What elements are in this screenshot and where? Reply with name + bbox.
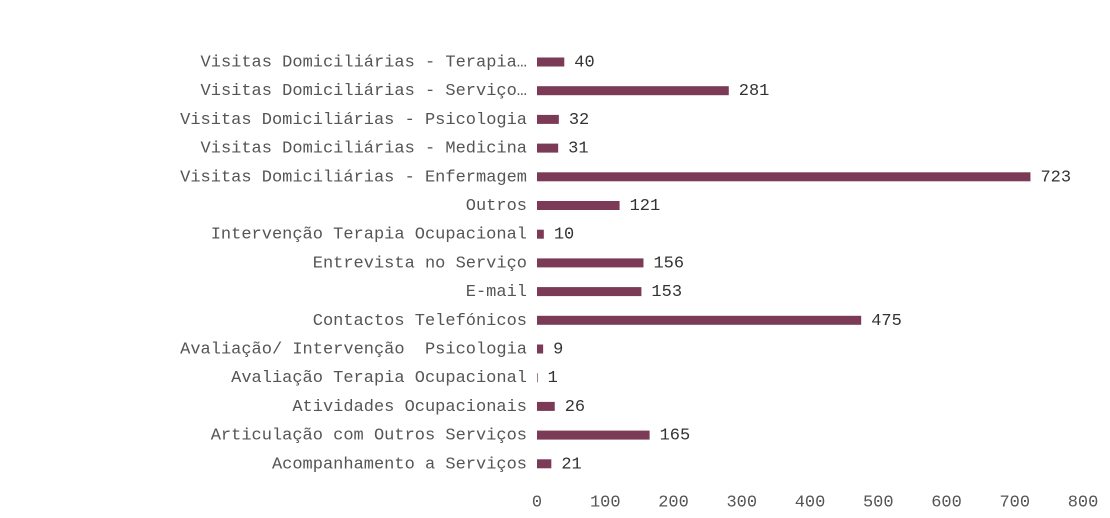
value-label: 475: [871, 312, 902, 331]
bar: [537, 57, 565, 67]
value-label: 723: [1040, 168, 1071, 187]
y-tick-label: Visitas Domiciliárias - Psicologia: [180, 111, 527, 130]
value-label: 9: [553, 340, 563, 359]
x-tick-label: 400: [795, 493, 826, 512]
bar: [537, 258, 644, 268]
value-label: 40: [574, 53, 594, 72]
value-label: 21: [561, 455, 581, 474]
y-tick-label: Articulação com Outros Serviços: [211, 427, 527, 446]
y-tick-label: Visitas Domiciliárias - Terapia…: [201, 53, 527, 72]
value-label: 156: [653, 254, 684, 273]
bar: [537, 459, 552, 469]
y-tick-label: E-mail: [466, 283, 527, 302]
bar: [537, 401, 555, 411]
y-tick-label: Acompanhamento a Serviços: [272, 455, 527, 474]
bar: [537, 201, 620, 210]
bar: [537, 86, 729, 96]
bar: [537, 344, 544, 354]
bar: [537, 315, 862, 325]
bar: [537, 114, 559, 124]
value-label: 32: [569, 111, 589, 130]
bar: [537, 143, 559, 153]
value-label: 281: [739, 82, 770, 101]
bar: [537, 373, 538, 383]
y-tick-label: Entrevista no Serviço: [313, 254, 527, 273]
bar: [537, 172, 1031, 182]
y-tick-label: Visitas Domiciliárias - Enfermagem: [180, 168, 527, 187]
bar: [537, 287, 642, 297]
y-tick-label: Atividades Ocupacionais: [292, 398, 527, 417]
x-tick-label: 300: [726, 493, 757, 512]
y-tick-label: Intervenção Terapia Ocupacional: [211, 226, 527, 245]
value-label: 1: [548, 369, 558, 388]
value-label: 26: [565, 398, 585, 417]
x-tick-label: 0: [532, 493, 542, 512]
x-tick-label: 700: [999, 493, 1030, 512]
y-tick-label: Visitas Domiciliárias - Medicina: [201, 140, 527, 159]
value-label: 121: [630, 197, 661, 216]
y-tick-label: Avaliação Terapia Ocupacional: [231, 369, 527, 388]
bar: [537, 430, 650, 440]
value-label: 31: [568, 140, 588, 159]
x-tick-label: 200: [658, 493, 689, 512]
value-label: 153: [651, 283, 682, 302]
bar: [537, 229, 544, 239]
y-tick-label: Visitas Domiciliárias - Serviço…: [201, 82, 527, 101]
y-tick-label: Avaliação/ Intervenção Psicologia: [180, 340, 527, 359]
value-label: 165: [660, 427, 691, 446]
y-tick-label: Outros: [466, 197, 527, 216]
value-label: 10: [554, 226, 574, 245]
x-tick-label: 600: [931, 493, 962, 512]
x-tick-label: 800: [1068, 493, 1099, 512]
y-tick-label: Contactos Telefónicos: [313, 312, 527, 331]
x-tick-label: 500: [863, 493, 894, 512]
x-tick-label: 100: [590, 493, 621, 512]
